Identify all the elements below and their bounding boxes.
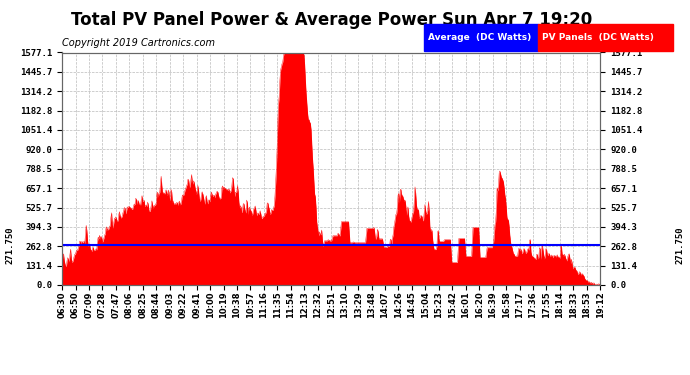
Text: PV Panels  (DC Watts): PV Panels (DC Watts) <box>542 33 653 42</box>
Text: 271.750: 271.750 <box>6 226 15 264</box>
Text: Copyright 2019 Cartronics.com: Copyright 2019 Cartronics.com <box>62 38 215 48</box>
Text: 271.750: 271.750 <box>675 226 684 264</box>
Text: Average  (DC Watts): Average (DC Watts) <box>428 33 531 42</box>
Text: Total PV Panel Power & Average Power Sun Apr 7 19:20: Total PV Panel Power & Average Power Sun… <box>70 11 592 29</box>
